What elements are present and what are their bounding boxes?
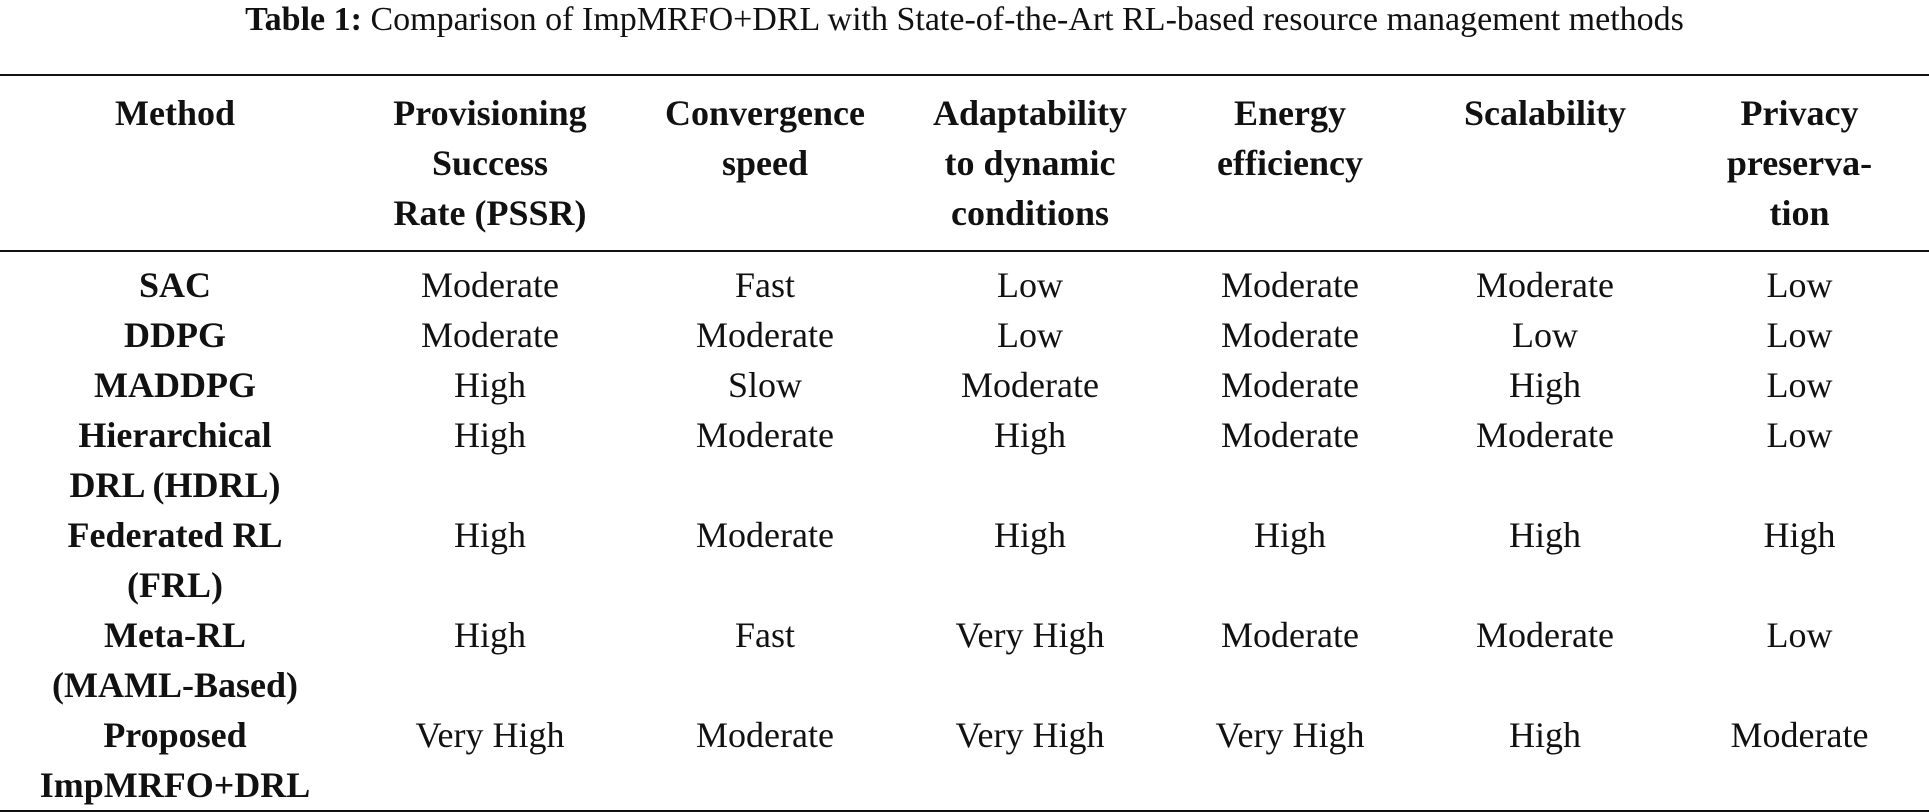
cell-scalability: Moderate [1476, 265, 1614, 305]
method-name-line: Proposed [103, 715, 247, 755]
method-cell: Hierarchical DRL (HDRL) [0, 410, 350, 510]
method-cell: Federated RL (FRL) [0, 510, 350, 610]
method-name-line: ImpMRFO+DRL [39, 765, 311, 805]
cell-convergence-speed: Moderate [696, 315, 834, 355]
cell-privacy-preservation: Low [1766, 615, 1833, 655]
cell-pssr: High [454, 415, 526, 455]
comparison-table: Method Provisioning Success Rate (PSSR) Conv… [0, 74, 1929, 812]
method-name-line: DRL (HDRL) [69, 465, 281, 505]
method-name-line: MADDPG [94, 365, 256, 405]
method-name-line: Federated RL [67, 515, 283, 555]
column-header-line: speed [721, 143, 808, 183]
column-header-line: Scalability [1463, 93, 1627, 133]
column-header-energy-efficiency: Energy efficiency [1160, 75, 1420, 251]
cell-adaptability: High [994, 415, 1066, 455]
cell-adaptability: Very High [955, 615, 1105, 655]
column-header-line: Adaptability [932, 93, 1128, 133]
method-cell: DDPG [0, 310, 350, 360]
cell-convergence-speed: Slow [727, 365, 803, 405]
cell-adaptability: Low [997, 315, 1063, 355]
cell-pssr: High [454, 615, 526, 655]
cell-adaptability: Very High [955, 715, 1105, 755]
method-cell: Proposed ImpMRFO+DRL [0, 710, 350, 811]
column-header-line: efficiency [1217, 143, 1363, 183]
cell-scalability: Low [1512, 315, 1578, 355]
table-caption: Table 1: Comparison of ImpMRFO+DRL with … [0, 0, 1929, 44]
table-body: SAC Moderate Fast Low Moderate Moderate Low DDP… [0, 251, 1929, 811]
column-header-method: Method [0, 75, 350, 251]
cell-convergence-speed: Fast [734, 265, 795, 305]
cell-scalability: High [1509, 365, 1581, 405]
table-row: SAC Moderate Fast Low Moderate Moderate Low [0, 251, 1929, 310]
table-row: Hierarchical DRL (HDRL) High Moderate High Mo… [0, 410, 1929, 510]
column-header-line: tion [1769, 193, 1830, 233]
method-cell: Meta-RL (MAML-Based) [0, 610, 350, 710]
method-cell: MADDPG [0, 360, 350, 410]
cell-convergence-speed: Moderate [696, 515, 834, 555]
table-header: Method Provisioning Success Rate (PSSR) Conv… [0, 75, 1929, 251]
column-header-line: Rate (PSSR) [393, 193, 587, 233]
cell-energy-efficiency: Moderate [1221, 365, 1359, 405]
cell-scalability: High [1509, 515, 1581, 555]
column-header-line: Method [115, 93, 235, 133]
cell-privacy-preservation: Low [1766, 415, 1833, 455]
caption-text: Comparison of ImpMRFO+DRL with State-of-… [370, 1, 1684, 38]
cell-pssr: High [454, 515, 526, 555]
cell-convergence-speed: Moderate [696, 415, 834, 455]
cell-privacy-preservation: Moderate [1730, 715, 1869, 755]
cell-energy-efficiency: High [1254, 515, 1326, 555]
column-header-line: Energy [1234, 93, 1346, 133]
method-name-line: (MAML-Based) [52, 665, 298, 705]
column-header-adaptability: Adaptability to dynamic conditions [900, 75, 1160, 251]
cell-adaptability: Moderate [961, 365, 1099, 405]
cell-pssr: Moderate [421, 315, 559, 355]
column-header-line: Convergence [665, 93, 865, 133]
table-row: DDPG Moderate Moderate Low Moderate Low Low [0, 310, 1929, 360]
cell-convergence-speed: Fast [734, 615, 795, 655]
cell-energy-efficiency: Very High [1215, 715, 1365, 755]
table-row: MADDPG High Slow Moderate Moderate High Low [0, 360, 1929, 410]
method-name-line: DDPG [124, 315, 226, 355]
method-name-line: Meta-RL [104, 615, 246, 655]
method-name-line: SAC [138, 265, 212, 305]
cell-adaptability: Low [997, 265, 1063, 305]
cell-privacy-preservation: High [1763, 515, 1836, 555]
column-header-privacy-preservation: Privacy preserva-tion [1670, 75, 1929, 251]
column-header-line: Privacy [1740, 93, 1859, 133]
cell-privacy-preservation: Low [1766, 365, 1833, 405]
column-header-line: Success [432, 143, 548, 183]
column-header-line: Provisioning [393, 93, 587, 133]
cell-pssr: Moderate [421, 265, 559, 305]
cell-adaptability: High [994, 515, 1066, 555]
cell-pssr: High [454, 365, 526, 405]
cell-privacy-preservation: Low [1766, 315, 1833, 355]
cell-scalability: Moderate [1476, 415, 1614, 455]
column-header-pssr: Provisioning Success Rate (PSSR) [350, 75, 630, 251]
column-header-line: preserva- [1726, 143, 1873, 183]
cell-scalability: High [1509, 715, 1581, 755]
table-row: Federated RL (FRL) High Moderate High High Hig… [0, 510, 1929, 610]
header-row: Method Provisioning Success Rate (PSSR) Conv… [0, 75, 1929, 251]
cell-privacy-preservation: Low [1766, 265, 1833, 305]
method-name-line: Hierarchical [78, 415, 272, 455]
column-header-scalability: Scalability [1420, 75, 1670, 251]
method-name-line: (FRL) [127, 565, 223, 605]
cell-energy-efficiency: Moderate [1221, 265, 1359, 305]
column-header-line: to dynamic [944, 143, 1116, 183]
cell-convergence-speed: Moderate [696, 715, 834, 755]
table-row: Meta-RL (MAML-Based) High Fast Very High Mode… [0, 610, 1929, 710]
column-header-line: conditions [950, 193, 1110, 233]
cell-energy-efficiency: Moderate [1221, 615, 1359, 655]
method-cell: SAC [0, 251, 350, 310]
cell-energy-efficiency: Moderate [1221, 415, 1359, 455]
cell-pssr: Very High [415, 715, 565, 755]
column-header-convergence-speed: Convergence speed [630, 75, 900, 251]
table-row: Proposed ImpMRFO+DRL Very High Moderate Very… [0, 710, 1929, 811]
cell-energy-efficiency: Moderate [1221, 315, 1359, 355]
caption-label: Table 1: [245, 1, 362, 38]
cell-scalability: Moderate [1476, 615, 1614, 655]
